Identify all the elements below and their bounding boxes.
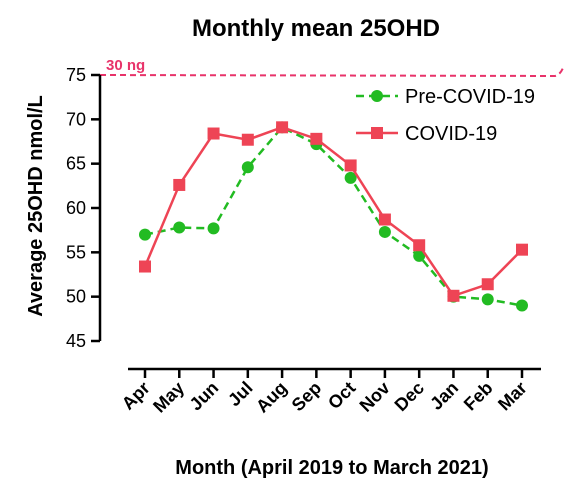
data-point [241, 161, 254, 174]
data-point [413, 239, 426, 252]
x-tick-label: Mar [494, 378, 531, 415]
y-axis-label: Average 25OHD nmol/L [25, 95, 47, 317]
data-point [173, 221, 186, 234]
legend-marker [371, 90, 383, 102]
data-point [516, 299, 528, 312]
y-tick-label: 65 [66, 154, 86, 174]
legend-item: Pre-COVID-19 [356, 86, 535, 108]
data-point [139, 260, 151, 273]
data-point [378, 213, 391, 226]
x-tick-label: Nov [356, 378, 394, 416]
data-point [378, 225, 391, 238]
legend-marker [371, 127, 383, 139]
legend-label: COVID-19 [405, 123, 497, 145]
data-point [481, 278, 494, 291]
x-tick-label: May [149, 378, 188, 417]
data-point [310, 132, 323, 145]
x-tick-label: Sep [288, 378, 325, 415]
legend-item: COVID-19 [356, 123, 497, 145]
y-tick-label: 70 [66, 109, 86, 129]
reference-line-label: 30 ng [106, 57, 145, 74]
x-tick-label: Apr [118, 378, 154, 414]
x-tick-label: Jul [224, 378, 257, 411]
x-tick-label: Oct [324, 378, 359, 413]
x-tick-label: Jun [186, 378, 223, 415]
data-point [344, 159, 357, 172]
data-point [241, 133, 254, 146]
x-tick-label: Jan [426, 378, 462, 414]
data-point [173, 178, 186, 191]
y-tick-label: 60 [66, 198, 86, 218]
legend: Pre-COVID-19 COVID-19 [356, 86, 535, 145]
y-tick-label: 55 [66, 242, 86, 262]
series-line [144, 125, 523, 307]
y-tick-label: 75 [66, 65, 86, 85]
data-point [344, 171, 357, 184]
series-group [139, 121, 528, 312]
data-point [207, 127, 220, 140]
series-covid-19 [139, 121, 528, 302]
y-tick-label: 50 [66, 287, 86, 307]
data-point [516, 243, 528, 256]
x-tick-label: Feb [460, 378, 497, 415]
x-axis-label: Month (April 2019 to March 2021) [175, 457, 488, 479]
x-tick-label: Aug [252, 378, 291, 417]
series-pre-covid-19 [139, 121, 528, 312]
x-tick-label: Dec [391, 378, 428, 415]
reference-line [99, 67, 564, 78]
data-point [447, 289, 460, 302]
legend-label: Pre-COVID-19 [405, 86, 535, 108]
series-line [143, 125, 523, 298]
data-point [207, 222, 220, 235]
data-point [276, 121, 289, 134]
chart-title: Monthly mean 25OHD [192, 15, 440, 42]
data-point [139, 228, 151, 241]
reference-line-group: 30 ng [99, 57, 564, 78]
y-tick-label: 45 [66, 331, 86, 351]
data-point [413, 249, 426, 262]
data-point [481, 293, 494, 306]
